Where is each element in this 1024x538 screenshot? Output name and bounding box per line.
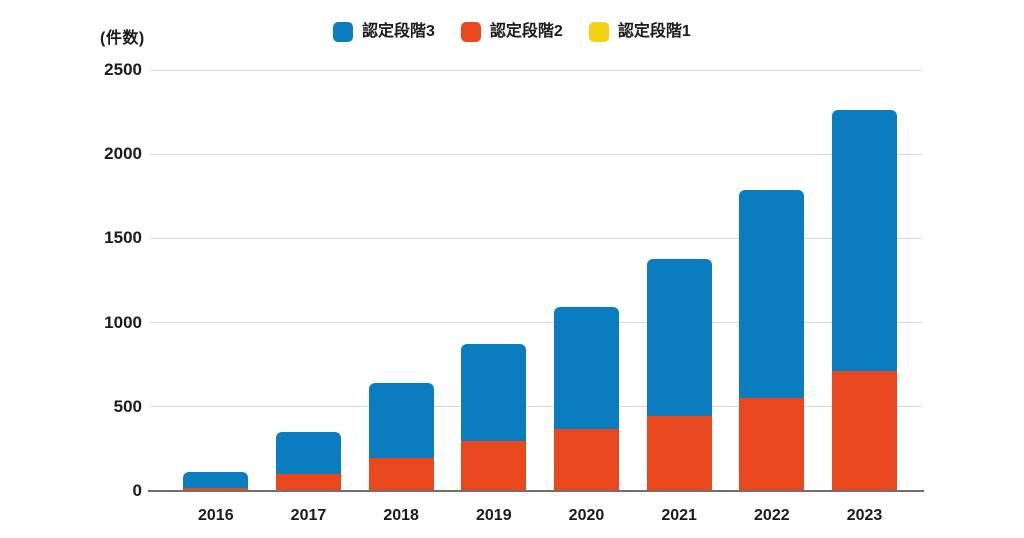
y-axis-tick-label: 0 [132, 481, 142, 500]
y-axis-tick-label: 500 [113, 396, 142, 416]
legend-swatch-icon [588, 22, 609, 42]
y-axis-tick-label: 1000 [104, 312, 142, 332]
legend-label: 認定段階3 [362, 23, 435, 40]
y-axis-tick-label: 2000 [104, 144, 142, 164]
legend-swatch-icon [333, 22, 353, 42]
gridline [150, 406, 922, 408]
legend-label: 認定段階2 [489, 23, 563, 40]
legend-item: 認定段階3 [333, 22, 435, 42]
x-axis-label: 2021 [661, 507, 697, 524]
legend: 認定段階3 認定段階2 認定段階1 [333, 22, 691, 42]
bar-segment [368, 383, 434, 459]
y-axis-tick-label: 2500 [104, 60, 142, 79]
gridline [150, 69, 922, 71]
bar-segment [275, 474, 341, 491]
bar-segment [646, 416, 712, 491]
x-axis-line [148, 490, 924, 492]
legend-item: 認定段階2 [460, 22, 563, 42]
legend-swatch-icon [460, 22, 481, 42]
bar-segment [461, 344, 527, 442]
x-axis-label: 2022 [754, 507, 790, 524]
bar-segment [739, 397, 805, 491]
y-axis-tick-label: 1500 [104, 228, 142, 248]
bar-segment [831, 371, 897, 491]
bar-segment [368, 458, 434, 491]
legend-label: 認定段階1 [617, 23, 691, 40]
bar-segment [275, 432, 341, 475]
bar-segment [646, 258, 712, 417]
x-axis-label: 2023 [846, 507, 883, 524]
gridline [150, 237, 922, 239]
gridline [150, 153, 922, 155]
y-axis-unit-label: (件数) [100, 30, 145, 47]
bar-segment [553, 428, 619, 491]
bar-segment [831, 110, 897, 372]
bar-segment [739, 189, 805, 398]
bar-segment [553, 306, 619, 429]
legend-item: 認定段階1 [588, 22, 691, 42]
gridline [150, 322, 922, 324]
x-axis-label: 2019 [476, 507, 512, 524]
bar-segment [183, 472, 249, 489]
bar-segment [461, 441, 527, 491]
x-axis-label: 2018 [383, 507, 419, 524]
x-axis-label: 2017 [290, 507, 327, 524]
x-axis-label: 2020 [568, 507, 605, 524]
x-axis-label: 2016 [198, 507, 234, 524]
bar-segment [183, 488, 249, 491]
